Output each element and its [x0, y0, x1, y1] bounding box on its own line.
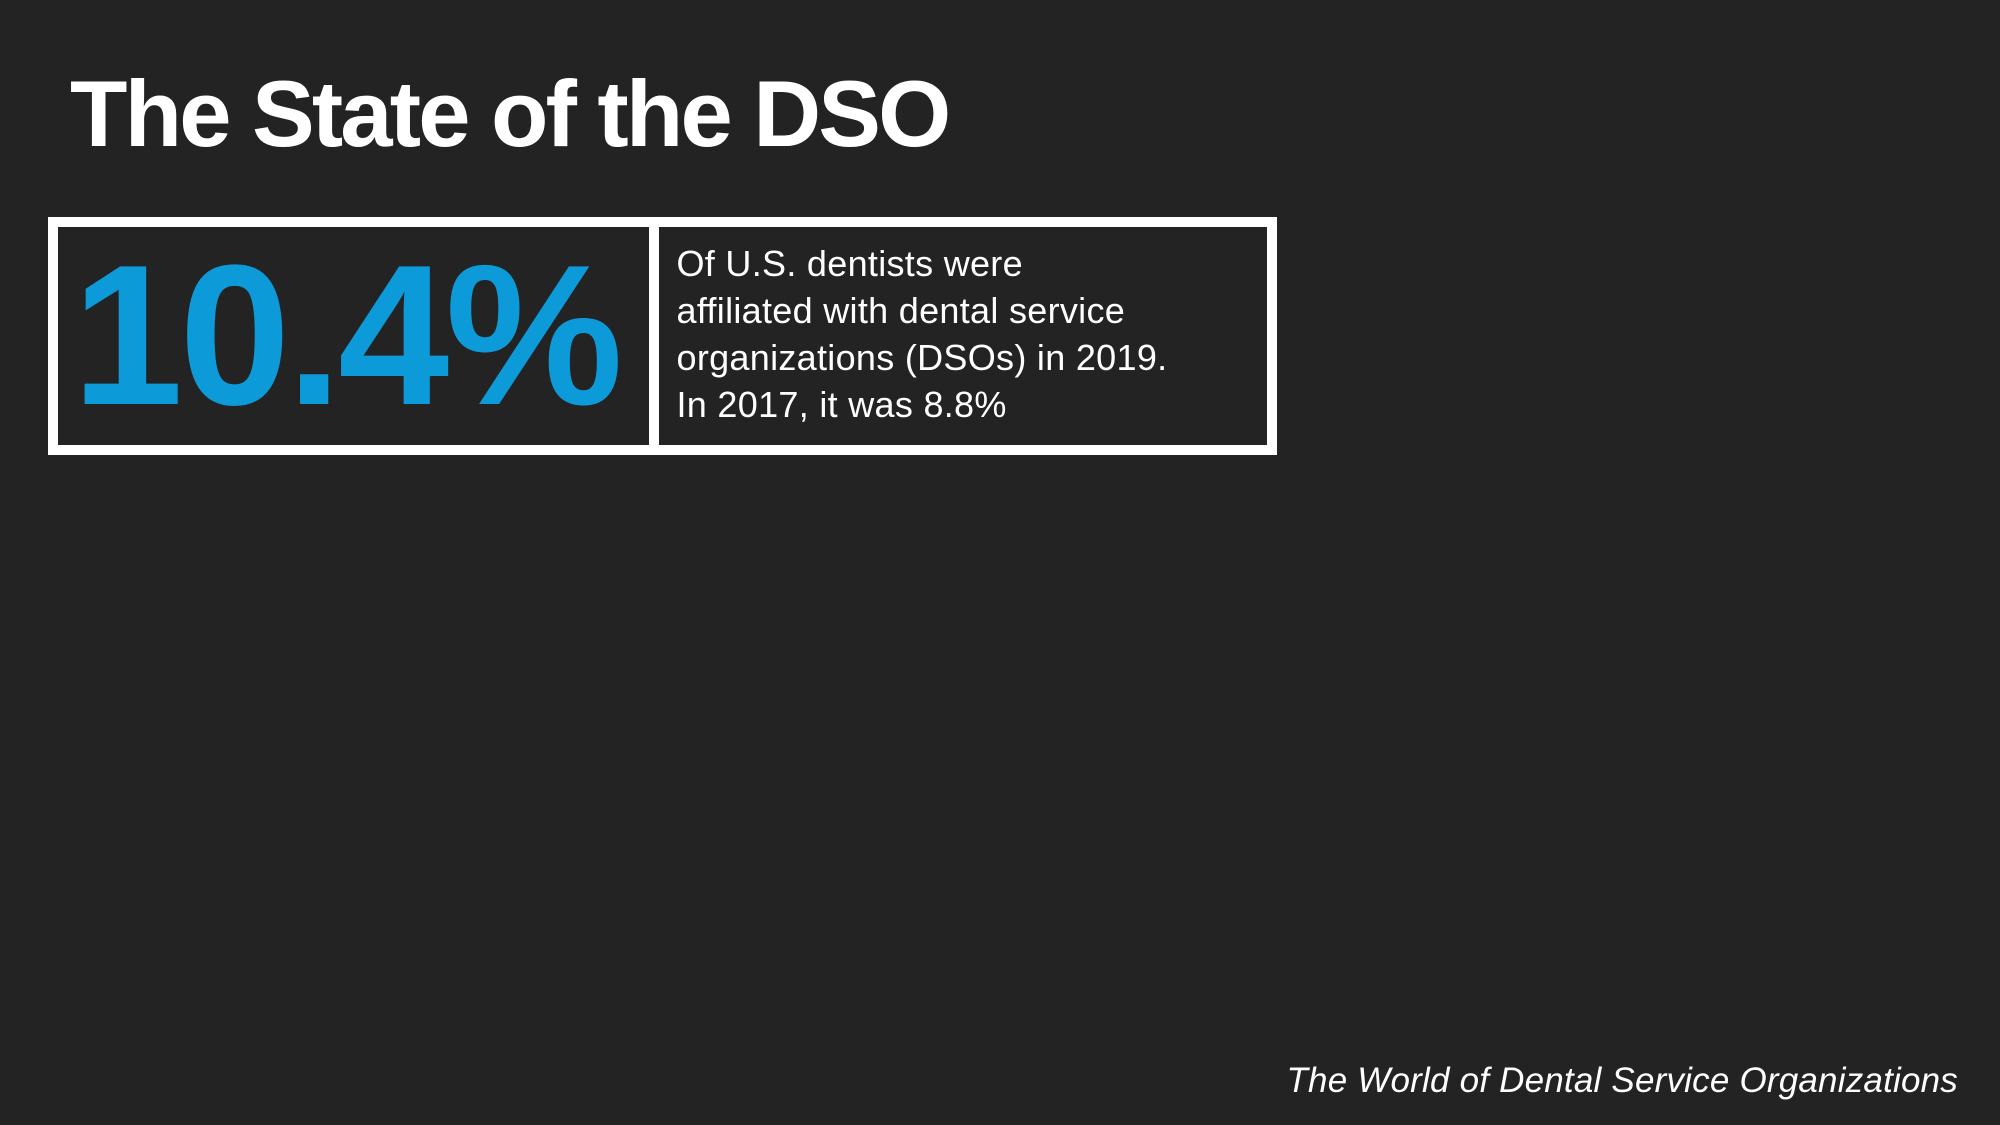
stat-description-line: Of U.S. dentists were	[676, 243, 1023, 284]
slide-title: The State of the DSO	[70, 61, 951, 166]
stat-description-line: In 2017, it was 8.8%	[676, 384, 1007, 425]
stat-description-line: organizations (DSOs) in 2019.	[676, 337, 1168, 378]
stat-description: Of U.S. dentists were affiliated with de…	[659, 227, 1268, 445]
slide-footer: The World of Dental Service Organization…	[1286, 1061, 1958, 1100]
stat-box-divider	[648, 227, 659, 445]
stat-value: 10.4%	[72, 227, 623, 445]
stat-value-cell: 10.4%	[58, 227, 649, 445]
stat-box: 10.4% Of U.S. dentists were affiliated w…	[48, 217, 1277, 455]
stat-description-line: affiliated with dental service	[676, 290, 1126, 331]
